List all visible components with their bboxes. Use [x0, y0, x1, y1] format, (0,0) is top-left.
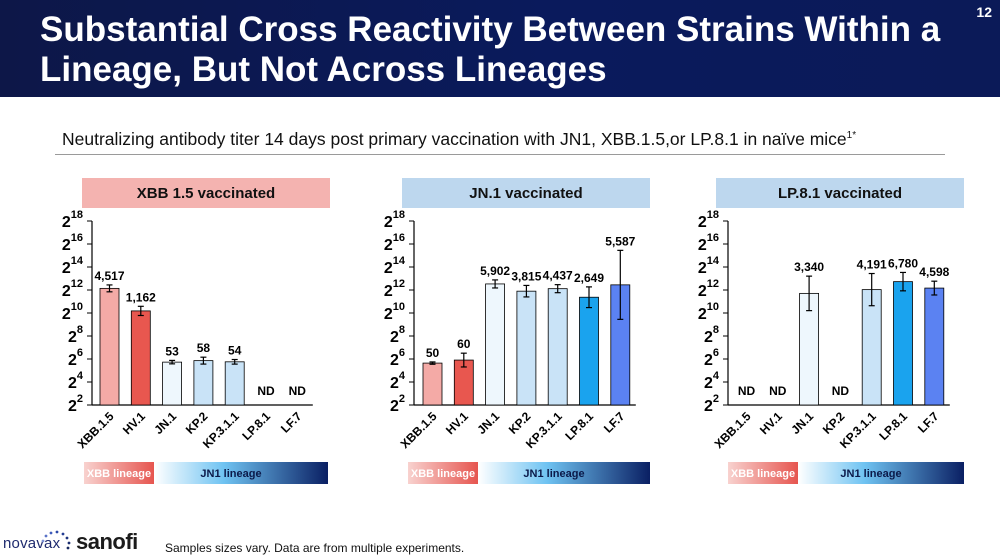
data-label-nd: ND: [738, 384, 756, 398]
chart-header-jn1: JN.1 vaccinated: [402, 178, 650, 208]
data-label: 4,598: [919, 265, 949, 279]
data-label: 60: [457, 337, 471, 351]
data-label: 3,340: [794, 260, 824, 274]
y-tick-exponent: 16: [393, 232, 405, 244]
sanofi-logo: sanofi: [76, 529, 138, 555]
novavax-dots-icon: [41, 530, 71, 550]
jn1-lineage-label: JN1 lineage: [200, 468, 261, 480]
data-label: 1,162: [126, 290, 156, 304]
subtitle-text: Neutralizing antibody titer 14 days post…: [62, 129, 847, 149]
y-tick-exponent: 2: [399, 393, 405, 405]
y-tick-label: 214: [698, 255, 720, 277]
y-tick-exponent: 18: [393, 209, 405, 221]
subtitle-divider: [55, 154, 945, 155]
xbb-lineage-label: XBB lineage: [731, 468, 795, 480]
y-tick-exponent: 18: [71, 209, 83, 221]
y-tick-exponent: 10: [71, 301, 83, 313]
y-tick-label: 212: [698, 278, 719, 300]
y-tick-label: 22: [704, 393, 719, 415]
y-tick-exponent: 14: [707, 255, 720, 267]
data-label: 50: [426, 346, 440, 360]
y-tick-exponent: 2: [77, 393, 83, 405]
jn1-lineage-label: JN1 lineage: [523, 468, 584, 480]
y-tick-label: 210: [698, 301, 719, 323]
xbb-lineage-band: [84, 462, 154, 484]
xbb-lineage-label: XBB lineage: [87, 468, 151, 480]
y-tick-exponent: 12: [707, 278, 719, 290]
x-tick-label: XBB.1.5: [712, 409, 754, 451]
y-tick-exponent: 6: [399, 347, 405, 359]
chart-header-lp81: LP.8.1 vaccinated: [716, 178, 964, 208]
y-tick-exponent: 10: [393, 301, 405, 313]
chart-subtitle: Neutralizing antibody titer 14 days post…: [62, 129, 856, 150]
data-label-nd: ND: [832, 384, 850, 398]
y-tick-exponent: 6: [713, 347, 719, 359]
novavax-logo: novavax: [3, 530, 71, 552]
y-tick-exponent: 4: [399, 370, 406, 382]
data-label: 5,587: [605, 234, 635, 248]
x-tick-label: LP.8.1: [876, 409, 910, 443]
data-label: 53: [165, 344, 179, 358]
y-tick-exponent: 12: [393, 278, 405, 290]
xbb-lineage-band: [408, 462, 478, 484]
data-label: 58: [197, 341, 211, 355]
x-tick-label: JN.1: [788, 409, 816, 437]
title-bar: Substantial Cross Reactivity Between Str…: [0, 0, 1000, 97]
y-tick-label: 28: [704, 324, 719, 346]
page-number: 12: [976, 4, 992, 20]
sanofi-wordmark: sanofi: [76, 529, 138, 554]
data-label: 2,649: [574, 271, 604, 285]
x-tick-label: KP.2: [820, 409, 848, 437]
data-label: 6,780: [888, 256, 918, 270]
y-tick-exponent: 8: [77, 324, 83, 336]
bar: [861, 289, 882, 406]
y-tick-exponent: 6: [77, 347, 83, 359]
slide-title: Substantial Cross Reactivity Between Str…: [40, 10, 941, 89]
jn1-lineage-band: [154, 462, 328, 484]
data-label: 4,517: [94, 269, 124, 283]
data-label: 3,815: [511, 269, 541, 283]
data-label-nd: ND: [257, 384, 275, 398]
novavax-wordmark: novavax: [3, 535, 61, 552]
data-label-nd: ND: [289, 384, 307, 398]
y-tick-exponent: 18: [707, 209, 719, 221]
y-tick-label: 26: [704, 347, 719, 369]
y-tick-label: 218: [698, 209, 719, 231]
y-tick-exponent: 16: [71, 232, 83, 244]
jn1-lineage-label: JN1 lineage: [840, 468, 901, 480]
jn1-lineage-band: [798, 462, 964, 484]
xbb-lineage-label: XBB lineage: [411, 468, 475, 480]
x-tick-label: HV.1: [757, 409, 785, 437]
y-tick-exponent: 4: [713, 370, 720, 382]
data-label: 5,902: [480, 264, 510, 278]
y-tick-exponent: 8: [713, 324, 719, 336]
x-tick-label: LF.7: [915, 409, 942, 436]
y-tick-exponent: 10: [707, 301, 719, 313]
data-label: 4,191: [857, 258, 887, 272]
data-label-nd: ND: [769, 384, 787, 398]
y-tick-exponent: 8: [399, 324, 405, 336]
y-tick-exponent: 4: [77, 370, 84, 382]
chart-header-xbb: XBB 1.5 vaccinated: [82, 178, 330, 208]
subtitle-footnote-mark: 1*: [846, 130, 857, 141]
xbb-lineage-band: [728, 462, 798, 484]
y-tick-exponent: 12: [71, 278, 83, 290]
footnote: Samples sizes vary. Data are from multip…: [165, 541, 465, 555]
y-tick-exponent: 2: [713, 393, 719, 405]
data-label: 54: [228, 344, 242, 358]
y-tick-exponent: 16: [707, 232, 719, 244]
y-tick-exponent: 14: [393, 255, 406, 267]
data-label: 4,437: [543, 269, 573, 283]
y-tick-label: 216: [698, 232, 719, 254]
y-tick-label: 24: [704, 370, 720, 392]
bar: [893, 281, 913, 406]
y-tick-exponent: 14: [71, 255, 84, 267]
jn1-lineage-band: [478, 462, 650, 484]
bar: [924, 287, 945, 406]
